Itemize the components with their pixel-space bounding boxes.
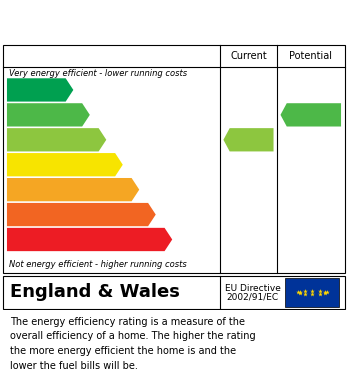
Text: EU Directive: EU Directive xyxy=(225,284,280,293)
Text: Not energy efficient - higher running costs: Not energy efficient - higher running co… xyxy=(9,260,187,269)
Text: 2002/91/EC: 2002/91/EC xyxy=(227,292,279,301)
Text: (1-20): (1-20) xyxy=(12,235,38,244)
Text: (55-68): (55-68) xyxy=(12,160,43,169)
Text: 85: 85 xyxy=(304,108,324,122)
Polygon shape xyxy=(7,203,156,226)
Text: Very energy efficient - lower running costs: Very energy efficient - lower running co… xyxy=(9,69,187,78)
Text: B: B xyxy=(92,108,102,122)
Polygon shape xyxy=(223,128,274,151)
Text: (39-54): (39-54) xyxy=(12,185,43,194)
Polygon shape xyxy=(7,128,106,151)
Polygon shape xyxy=(7,153,123,176)
Text: (21-38): (21-38) xyxy=(12,210,44,219)
Polygon shape xyxy=(7,178,139,201)
Bar xyxy=(285,278,339,307)
Text: D: D xyxy=(125,158,136,172)
Text: E: E xyxy=(141,183,150,197)
Text: (92-100): (92-100) xyxy=(12,86,49,95)
Text: Potential: Potential xyxy=(289,50,332,61)
Polygon shape xyxy=(280,103,341,127)
Text: England & Wales: England & Wales xyxy=(10,283,180,301)
Text: (81-91): (81-91) xyxy=(12,110,44,119)
Text: The energy efficiency rating is a measure of the
overall efficiency of a home. T: The energy efficiency rating is a measur… xyxy=(10,317,256,371)
Text: A: A xyxy=(75,83,86,97)
Polygon shape xyxy=(7,78,73,102)
Text: (69-80): (69-80) xyxy=(12,135,44,144)
Polygon shape xyxy=(7,228,172,251)
Text: 73: 73 xyxy=(242,133,262,147)
Text: C: C xyxy=(108,133,118,147)
Text: Current: Current xyxy=(230,50,267,61)
Text: G: G xyxy=(174,233,185,246)
Text: F: F xyxy=(158,208,167,222)
Text: Energy Efficiency Rating: Energy Efficiency Rating xyxy=(10,13,239,31)
Polygon shape xyxy=(7,103,90,127)
